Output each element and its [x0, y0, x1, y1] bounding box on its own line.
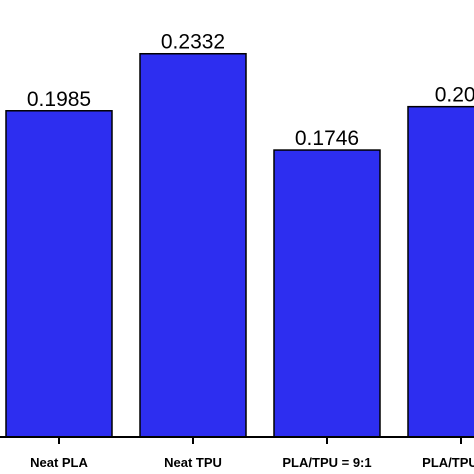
- bar-1: [139, 52, 247, 438]
- x-ticks-group: [58, 437, 462, 444]
- value-labels-group: 0.1985 0.2332 0.1746 0.201: [27, 31, 474, 150]
- value-label-3: 0.201: [435, 84, 474, 107]
- x-tick-label-3: PLA/TPU = 9: [422, 455, 474, 470]
- bars-group: [5, 52, 474, 438]
- value-label-1: 0.2332: [161, 31, 225, 54]
- value-label-0: 0.1985: [27, 88, 91, 111]
- x-tick-labels-group: Neat PLA Neat TPU PLA/TPU = 9:1 PLA/TPU = 9: [30, 455, 474, 470]
- value-label-2: 0.1746: [295, 127, 359, 150]
- bar-3: [407, 105, 474, 438]
- bar-0: [5, 110, 113, 438]
- x-tick-label-0: Neat PLA: [30, 455, 88, 470]
- x-tick-label-2: PLA/TPU = 9:1: [282, 455, 371, 470]
- x-tick-label-1: Neat TPU: [164, 455, 222, 470]
- bar-2: [273, 149, 381, 438]
